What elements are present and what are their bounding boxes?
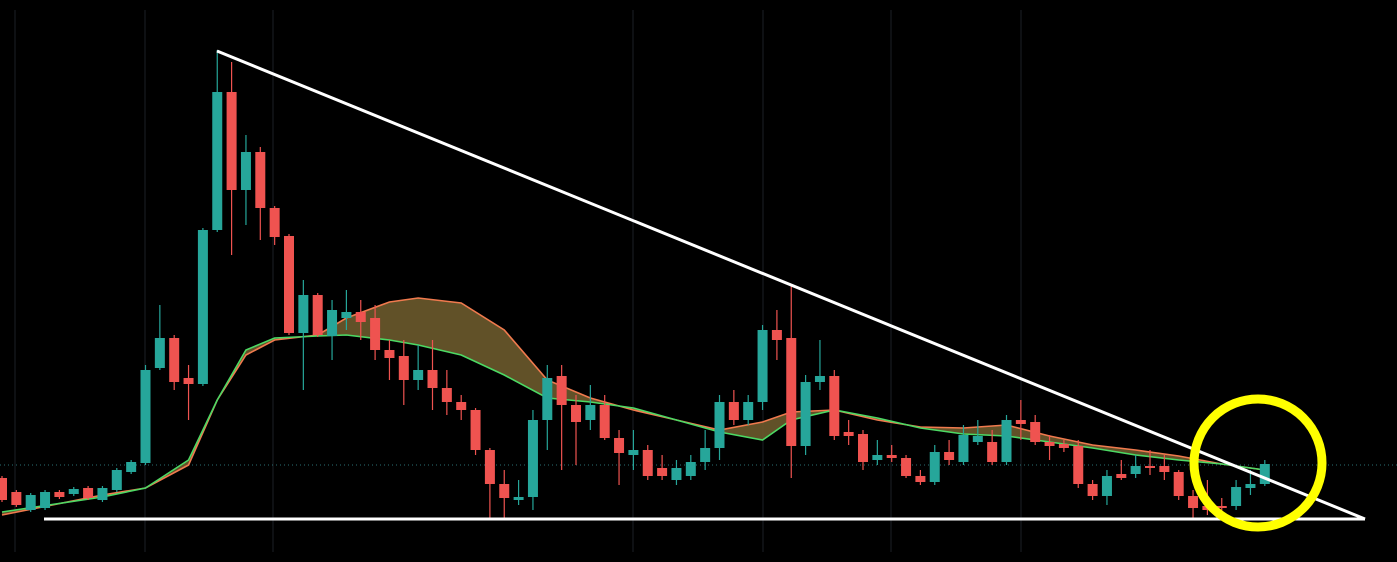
trend-line	[216, 49, 1366, 521]
candle-body	[470, 410, 481, 450]
candle-body	[384, 350, 395, 358]
candle-body	[441, 388, 452, 402]
candle-body	[714, 402, 725, 448]
candle-body	[456, 402, 467, 410]
candle-body	[571, 405, 581, 422]
candle-body	[1159, 466, 1170, 472]
candle-body	[987, 442, 998, 462]
candle-body	[1173, 472, 1184, 496]
candle-body	[843, 432, 854, 436]
candle-body	[771, 330, 782, 340]
candle-body	[154, 338, 165, 368]
candle-body	[40, 492, 51, 508]
candle-body	[1001, 420, 1012, 462]
candle-body	[25, 495, 36, 510]
candle-body	[183, 378, 194, 384]
candle-body	[1130, 466, 1141, 474]
candle-body	[700, 448, 711, 462]
plot	[0, 50, 1270, 520]
candle-body	[1087, 484, 1098, 496]
candle-body	[212, 92, 223, 230]
candle-body	[642, 450, 653, 476]
candle-body	[169, 338, 180, 382]
candle-body	[413, 370, 424, 380]
candle-body	[1231, 487, 1242, 506]
candle-body	[972, 436, 983, 442]
grid	[14, 10, 1022, 552]
candle-body	[327, 310, 338, 336]
candle-body	[657, 468, 668, 476]
candle-body	[312, 295, 323, 335]
candle-body	[829, 376, 840, 436]
candle-body	[83, 488, 94, 498]
candle-body	[355, 312, 366, 322]
candle-body	[226, 92, 237, 190]
candle-body	[542, 378, 553, 420]
candle-body	[1015, 420, 1026, 424]
candle-body	[513, 497, 524, 500]
candle-body	[255, 152, 266, 208]
candle-body	[929, 452, 940, 482]
candle-body	[628, 450, 639, 455]
candle-body	[284, 236, 294, 333]
candle-body	[1073, 446, 1084, 484]
candle-body	[298, 295, 309, 333]
candle-body	[728, 402, 739, 420]
candle-body	[398, 356, 409, 380]
candle-body	[1216, 506, 1227, 508]
candle-body	[111, 470, 122, 490]
candle-body	[0, 478, 7, 500]
candle-body	[915, 476, 926, 482]
candle-body	[872, 455, 883, 460]
candle-body	[484, 450, 495, 484]
candle-body	[958, 435, 969, 462]
candle-body	[671, 468, 682, 480]
candle-body	[54, 492, 65, 497]
candle-body	[97, 488, 108, 500]
candle-body	[499, 484, 510, 498]
candle-body	[1116, 474, 1127, 478]
candle-body	[599, 405, 610, 438]
candle-body	[944, 452, 955, 460]
candle-body	[11, 492, 22, 505]
candle-body	[1145, 466, 1155, 468]
candle-body	[1101, 476, 1112, 496]
candle-body	[1259, 464, 1270, 484]
candle-body	[370, 318, 381, 350]
candle-body	[269, 208, 280, 237]
candle-body	[1058, 444, 1069, 448]
highlight-circle	[1189, 394, 1327, 532]
candle-body	[68, 489, 79, 494]
candle-body	[1245, 484, 1256, 488]
candle-body	[800, 382, 811, 446]
candle-body	[585, 405, 596, 420]
candle-body	[614, 438, 625, 453]
candle-body	[886, 455, 897, 458]
candle-body	[556, 376, 567, 405]
candle-body	[240, 152, 251, 190]
candle-body	[1030, 422, 1041, 442]
candle-body	[341, 312, 352, 318]
candle-body	[743, 402, 754, 420]
candle-body	[757, 330, 768, 402]
candle-body	[126, 462, 137, 472]
candle-body	[1044, 442, 1055, 446]
candle-body	[685, 462, 696, 476]
candle-body	[901, 458, 912, 476]
candle-body	[427, 370, 438, 388]
candle-body	[858, 434, 868, 462]
candle-body	[814, 376, 825, 382]
candle-body	[197, 230, 208, 384]
candle-body	[527, 420, 538, 497]
candle-body	[786, 338, 797, 446]
candle-body	[140, 370, 151, 463]
candle-body	[1188, 496, 1199, 508]
